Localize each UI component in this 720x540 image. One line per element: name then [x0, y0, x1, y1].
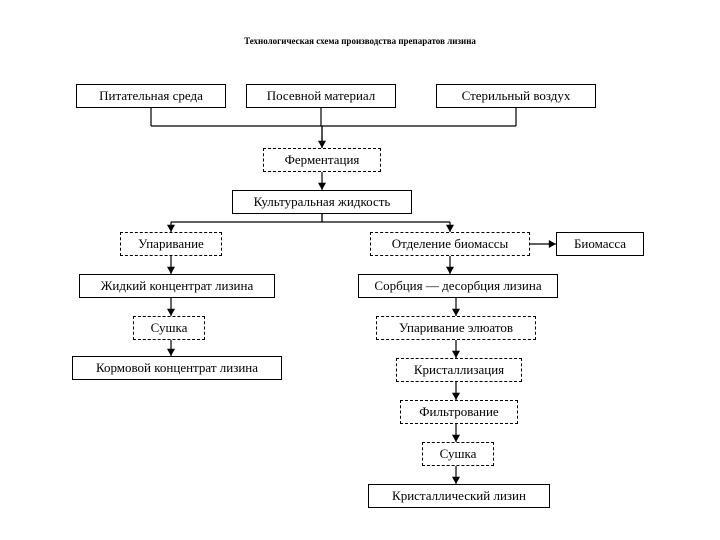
- node-n7: Отделение биомассы: [370, 232, 530, 256]
- node-n3: Стерильный воздух: [436, 84, 596, 108]
- node-n5: Культуральная жидкость: [232, 190, 412, 214]
- node-n10: Сорбция — десорбция лизина: [358, 274, 558, 298]
- node-n6: Упаривание: [120, 232, 222, 256]
- node-n14: Кристаллизация: [396, 358, 522, 382]
- node-n11: Сушка: [133, 316, 205, 340]
- diagram-title: Технологическая схема производства препа…: [0, 36, 720, 46]
- node-n2: Посевной материал: [246, 84, 396, 108]
- node-n16: Сушка: [422, 442, 494, 466]
- node-n12: Упаривание элюатов: [376, 316, 536, 340]
- node-n15: Фильтрование: [400, 400, 518, 424]
- node-n13: Кормовой концентрат лизина: [72, 356, 282, 380]
- node-n9: Жидкий концентрат лизина: [79, 274, 275, 298]
- diagram-canvas: Технологическая схема производства препа…: [0, 0, 720, 540]
- node-n1: Питательная среда: [76, 84, 226, 108]
- node-n8: Биомасса: [556, 232, 644, 256]
- edges-layer: [0, 0, 720, 540]
- node-n4: Ферментация: [263, 148, 381, 172]
- node-n17: Кристаллический лизин: [368, 484, 550, 508]
